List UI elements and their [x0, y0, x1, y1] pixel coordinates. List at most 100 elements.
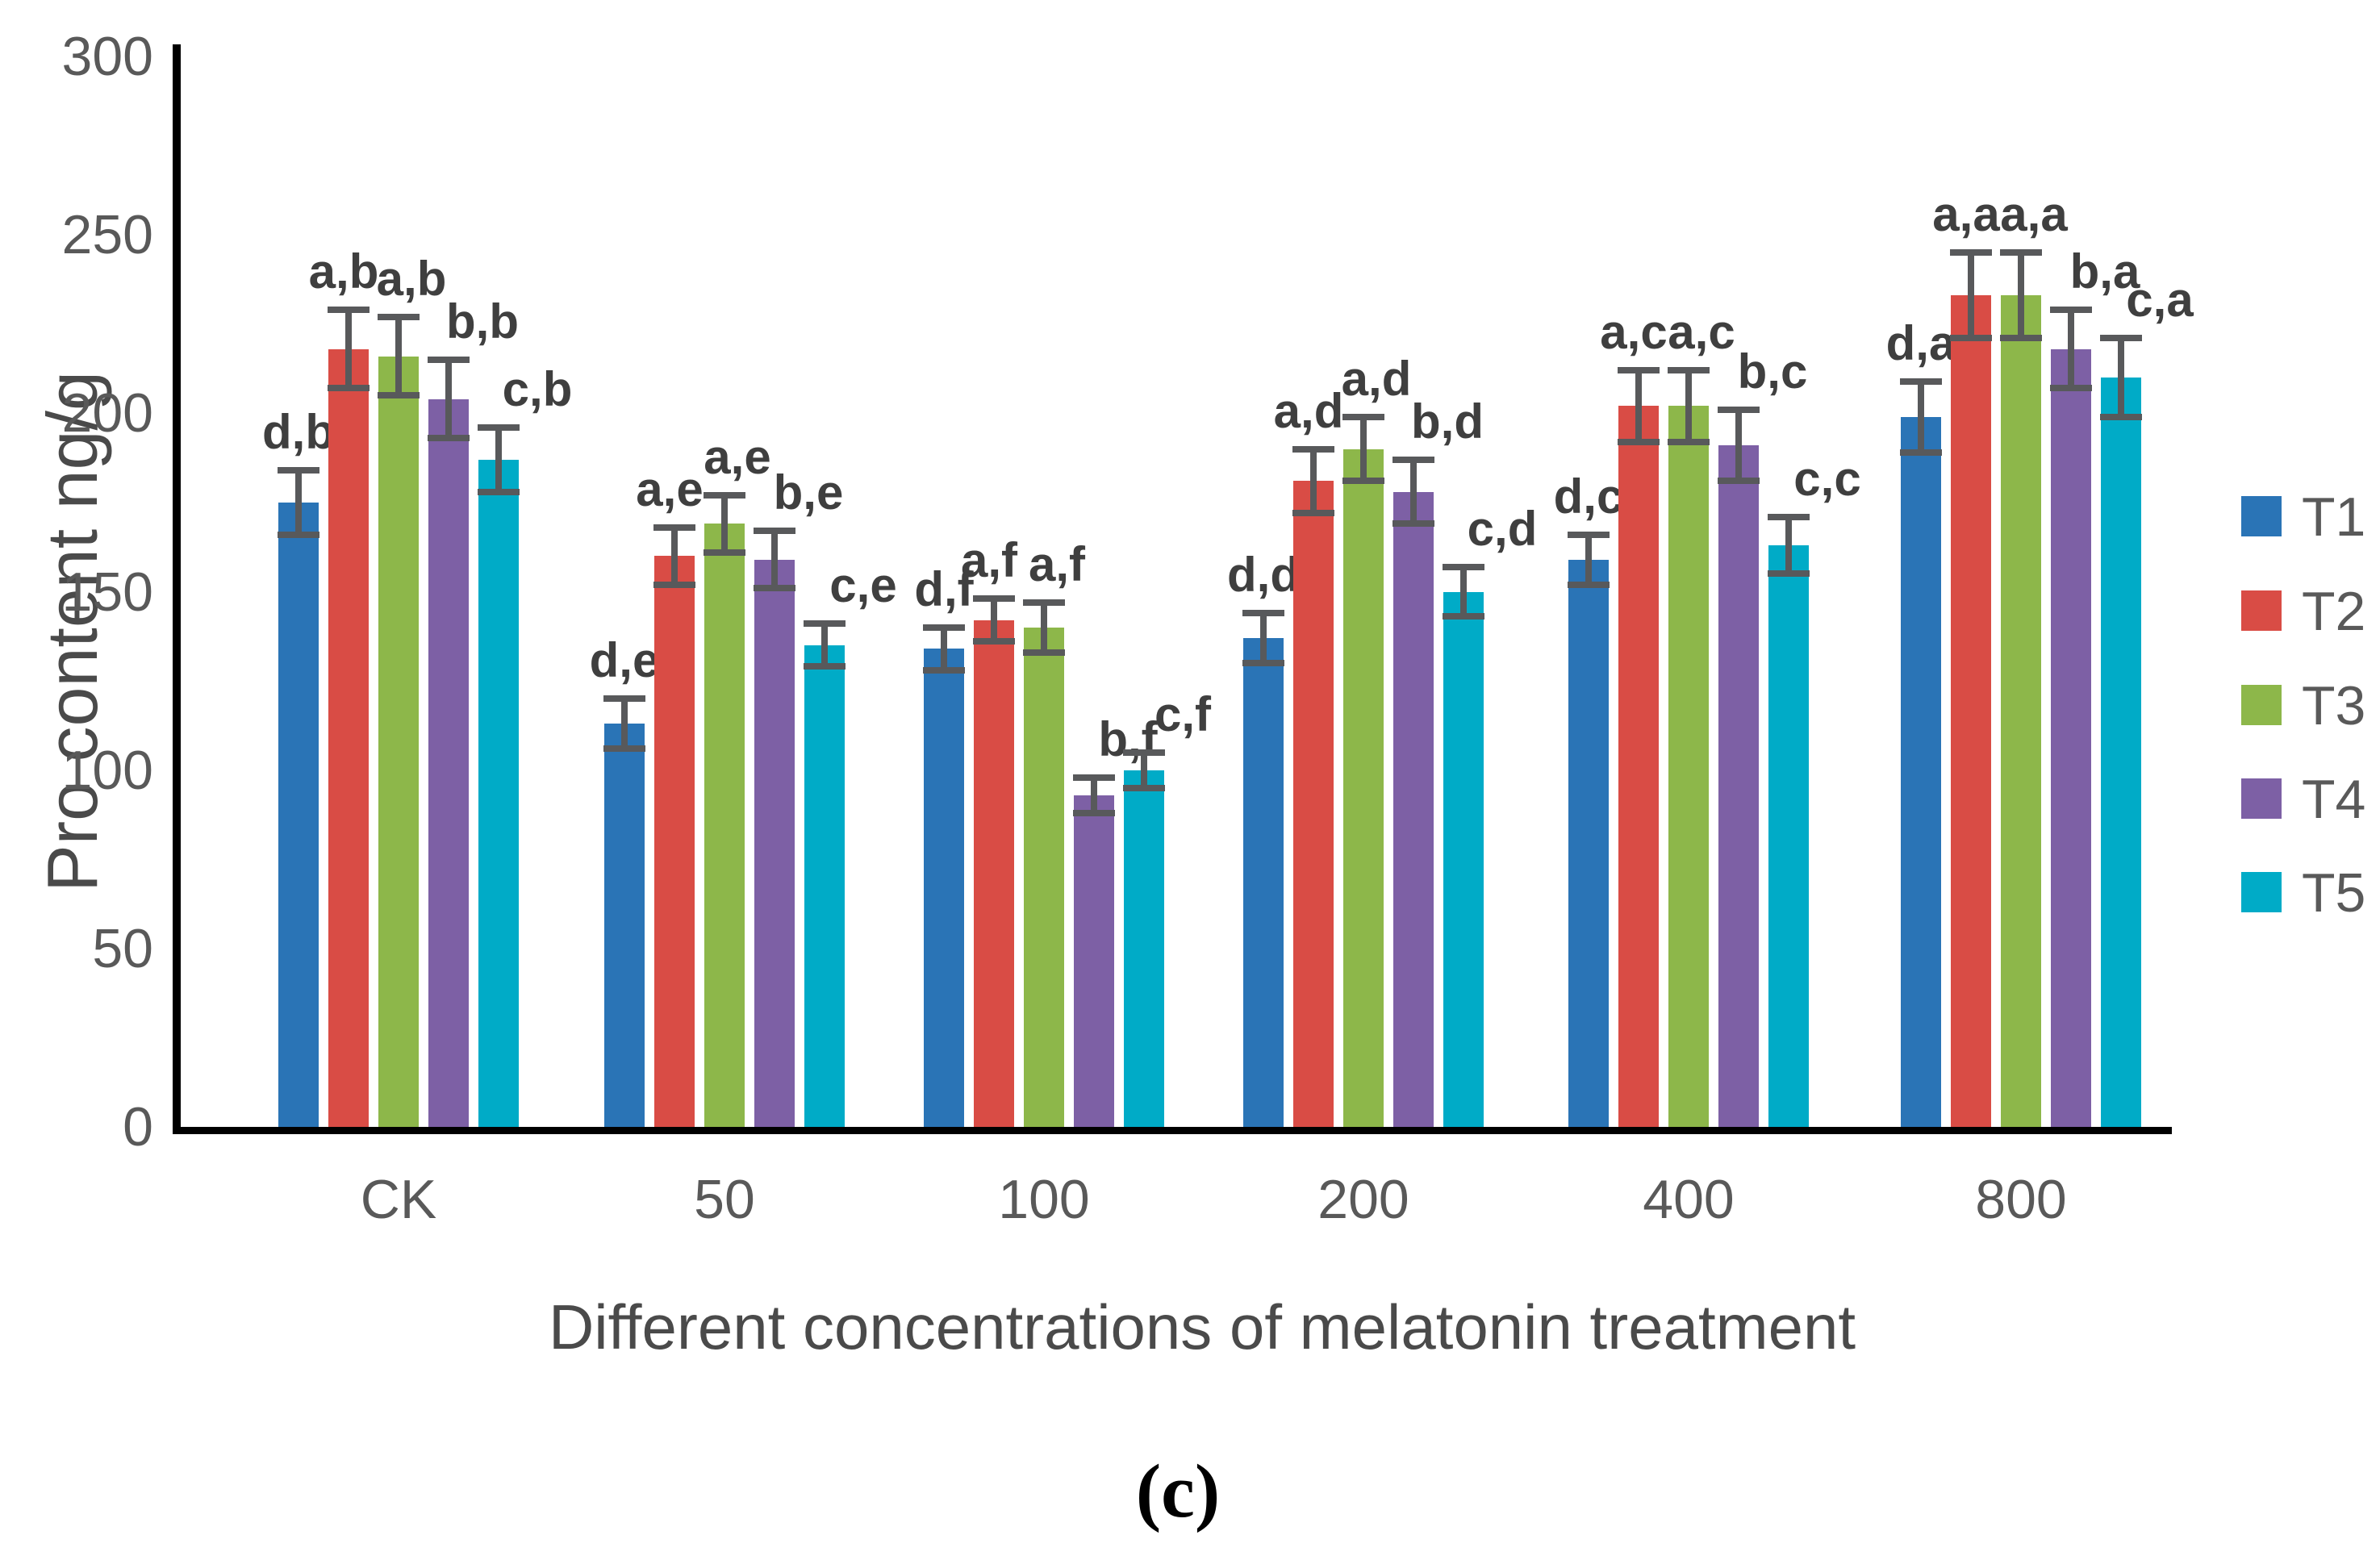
- significance-label: c,f: [1154, 686, 1212, 741]
- legend-swatch-T1: [2241, 496, 2282, 536]
- bar-T2-800: [1951, 295, 1991, 1127]
- significance-label: c,e: [829, 558, 897, 613]
- error-bar-cap-top: [973, 595, 1015, 603]
- bar-T4-200: [1393, 491, 1434, 1127]
- x-category-label: 400: [1643, 1169, 1735, 1230]
- error-bar-cap-bottom: [2100, 413, 2142, 420]
- bar-T5-400: [1768, 545, 1809, 1127]
- x-category-label: CK: [360, 1169, 437, 1230]
- bar-T1-50: [604, 724, 645, 1127]
- error-bar-line: [2118, 338, 2124, 417]
- bar-T3-200: [1343, 448, 1384, 1127]
- legend-label-T4: T4: [2302, 769, 2366, 830]
- error-bar-cap-bottom: [704, 549, 745, 556]
- error-bar-cap-top: [1443, 563, 1484, 570]
- y-tick-label: 200: [61, 382, 153, 444]
- error-bar-line: [941, 627, 947, 670]
- x-axis-title: Different concentrations of melatonin tr…: [548, 1291, 1856, 1362]
- x-category-label: 100: [998, 1169, 1090, 1230]
- x-category-label: 200: [1317, 1169, 1409, 1230]
- bar-T1-200: [1243, 638, 1284, 1127]
- error-bar-cap-bottom: [1900, 448, 1942, 456]
- error-bar-line: [295, 470, 302, 535]
- error-bar-line: [395, 316, 402, 396]
- significance-label: a,f: [960, 533, 1018, 588]
- bar-T5-50: [804, 645, 845, 1127]
- bar-T1-CK: [278, 502, 319, 1127]
- error-bar-line: [1585, 534, 1592, 585]
- error-bar-line: [1735, 409, 1742, 482]
- significance-label: a,e: [636, 461, 704, 516]
- error-bar-cap-top: [478, 424, 520, 432]
- error-bar-cap-bottom: [1718, 478, 1760, 485]
- y-tick-label: 0: [123, 1096, 153, 1158]
- error-bar-cap-bottom: [653, 581, 695, 588]
- error-bar-cap-top: [603, 695, 645, 703]
- bar-T1-800: [1901, 416, 1941, 1127]
- significance-label: b,a: [2069, 244, 2140, 299]
- error-bar-cap-bottom: [278, 531, 319, 538]
- significance-label: d,b: [262, 405, 335, 460]
- error-bar-line: [1410, 459, 1417, 524]
- legend-swatch-T2: [2241, 590, 2282, 631]
- significance-label: d,f: [914, 561, 974, 616]
- error-bar-line: [2068, 310, 2074, 389]
- bar-T4-400: [1718, 445, 1759, 1127]
- error-bar-cap-top: [754, 528, 795, 535]
- error-bar-cap-bottom: [804, 663, 846, 670]
- error-bar-cap-bottom: [1618, 438, 1660, 445]
- significance-label: a,a: [1932, 187, 2000, 242]
- significance-label: c,d: [1467, 501, 1538, 556]
- error-bar-line: [445, 359, 452, 439]
- bar-T3-CK: [378, 356, 419, 1127]
- error-bar-cap-bottom: [1568, 581, 1610, 588]
- bar-T4-50: [754, 559, 795, 1127]
- bar-T3-100: [1024, 627, 1064, 1127]
- bar-T5-CK: [478, 459, 519, 1127]
- error-bar-cap-bottom: [603, 745, 645, 753]
- error-bar-cap-bottom: [1950, 335, 1992, 342]
- error-bar-cap-bottom: [478, 488, 520, 495]
- bar-T2-200: [1293, 481, 1334, 1127]
- error-bar-line: [721, 495, 728, 553]
- error-bar-cap-bottom: [1668, 438, 1710, 445]
- x-category-label: 800: [1975, 1169, 2067, 1230]
- bar-T4-CK: [428, 398, 469, 1127]
- significance-label: a,b: [376, 251, 447, 306]
- error-bar-cap-bottom: [973, 638, 1015, 645]
- error-bar-line: [1460, 566, 1467, 617]
- significance-label: a,c: [1600, 305, 1668, 360]
- error-bar-cap-bottom: [328, 385, 370, 392]
- error-bar-cap-top: [428, 356, 470, 363]
- bar-T1-400: [1568, 559, 1609, 1127]
- error-bar-cap-bottom: [1342, 478, 1384, 485]
- significance-label: b,b: [446, 294, 519, 348]
- significance-label: d,c: [1553, 469, 1624, 524]
- error-bar-cap-bottom: [1242, 659, 1284, 666]
- error-bar-cap-bottom: [378, 392, 420, 399]
- error-bar-cap-top: [1768, 513, 1810, 520]
- bar-T3-800: [2001, 295, 2041, 1127]
- bar-T2-50: [654, 556, 695, 1127]
- significance-label: a,b: [308, 244, 379, 299]
- error-bar-line: [1635, 370, 1642, 442]
- bar-T5-800: [2101, 378, 2141, 1127]
- error-bar-line: [771, 531, 778, 589]
- error-bar-cap-top: [923, 624, 965, 631]
- significance-label: d,d: [1227, 548, 1300, 603]
- error-bar-cap-bottom: [923, 666, 965, 674]
- error-bar-cap-top: [1618, 367, 1660, 374]
- error-bar-cap-top: [1073, 774, 1115, 781]
- error-bar-cap-top: [2100, 335, 2142, 342]
- error-bar-cap-bottom: [1393, 520, 1434, 528]
- significance-label: b,e: [773, 465, 844, 520]
- y-tick-label: 300: [61, 26, 153, 87]
- error-bar-cap-top: [1668, 367, 1710, 374]
- significance-label: a,a: [2000, 187, 2068, 242]
- y-axis-line: [173, 44, 181, 1134]
- bar-T5-100: [1124, 770, 1164, 1127]
- error-bar-line: [345, 310, 352, 389]
- significance-label: d,e: [589, 633, 660, 688]
- significance-label: d,a: [1885, 315, 1956, 370]
- significance-label: b,d: [1411, 394, 1484, 448]
